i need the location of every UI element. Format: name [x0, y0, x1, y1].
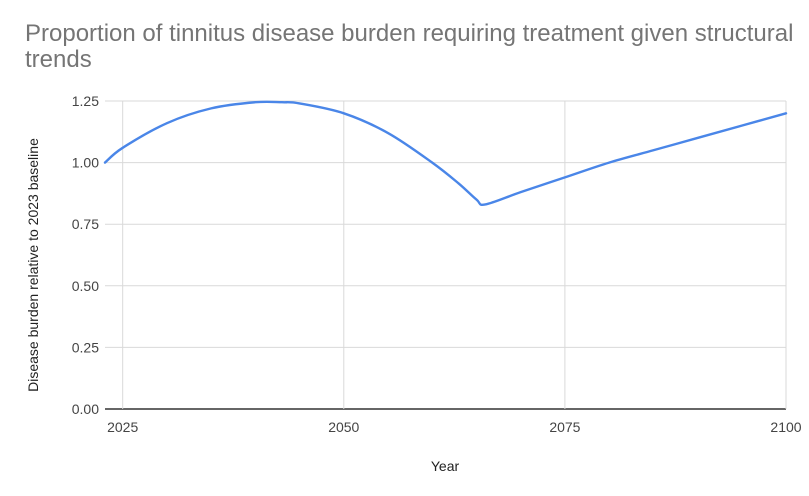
y-tick-label: 0.00 [72, 401, 99, 417]
chart-title: Proportion of tinnitus disease burden re… [25, 20, 794, 73]
x-tick-label: 2025 [107, 419, 138, 435]
x-tick-label: 2075 [549, 419, 580, 435]
y-tick-label: 0.50 [72, 278, 99, 294]
y-axis-title: Disease burden relative to 2023 baseline [25, 138, 41, 392]
series-line [103, 100, 788, 206]
x-tick-label: 2100 [770, 419, 801, 435]
x-axis-title: Year [430, 458, 460, 474]
y-tick-label: 1.25 [72, 93, 99, 109]
y-tick-label: 0.75 [72, 216, 99, 232]
y-tick-label: 1.00 [72, 155, 99, 171]
y-tick-label: 0.25 [72, 339, 99, 355]
x-tick-label: 2050 [328, 419, 359, 435]
